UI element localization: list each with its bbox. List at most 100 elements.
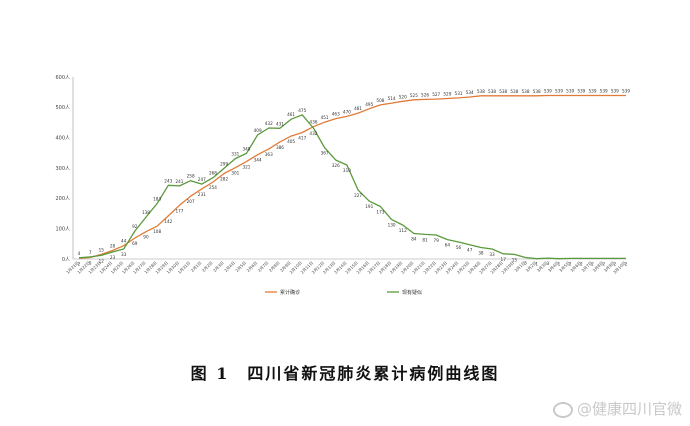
data-label-confirmed: 386 [276,145,284,150]
data-label-confirmed: 539 [577,89,585,94]
data-label-confirmed: 344 [254,158,262,163]
data-label-suspected: 2 [625,261,628,266]
data-label-confirmed: 177 [175,208,183,213]
data-label-suspected: 2 [602,261,605,266]
data-label-suspected: 12 [99,258,105,263]
data-label-confirmed: 526 [421,92,429,97]
data-label-suspected: 138 [142,210,150,215]
x-tick-labels: 1月21日1月22日1月23日1月24日1月25日1月26日1月27日1月28日… [65,260,627,275]
data-label-suspected: 2 [614,261,617,266]
data-label-suspected: 243 [164,178,172,183]
data-label-suspected: 432 [309,131,317,136]
data-label-confirmed: 231 [198,192,206,197]
data-label-suspected: 33 [489,252,495,257]
x-tick-label: 2月1日 [190,260,203,273]
data-label-suspected: 247 [198,177,206,182]
x-tick-label: 2月5日 [234,260,247,273]
x-tick-label: 2月2日 [201,260,214,273]
legend: 累计确诊 现有疑似 [265,289,422,296]
data-label-suspected: 431 [276,121,284,126]
data-label-suspected: 7 [89,250,92,255]
x-tick-label: 2月4日 [223,260,236,273]
data-label-confirmed: 15 [99,247,105,252]
data-label-suspected: 64 [445,243,451,248]
data-label-confirmed: 520 [399,94,407,99]
legend-label-confirmed: 累计确诊 [280,289,300,296]
y-tick-label: 200人 [55,196,70,202]
data-label-suspected: 130 [388,223,396,228]
data-label-confirmed: 451 [321,115,329,120]
data-label-suspected: 2 [580,261,583,266]
data-label-suspected: 241 [175,179,183,184]
data-label-suspected: 92 [132,224,138,229]
data-label-suspected: 299 [220,161,228,166]
data-label-confirmed: 2 [78,261,81,266]
watermark: @健康四川官微 [552,398,682,419]
y-tick-label: 500人 [55,105,70,111]
data-label-suspected: 331 [231,152,239,157]
data-label-suspected: 84 [411,237,417,242]
data-label-suspected: 81 [422,237,428,242]
data-label-suspected: 1 [558,262,561,267]
data-label-confirmed: 436 [309,120,317,125]
data-label-confirmed: 527 [432,92,440,97]
data-label-suspected: 475 [298,108,306,113]
data-label-suspected: 310 [343,168,351,173]
data-label-confirmed: 405 [287,139,295,144]
data-label-suspected: 227 [354,193,362,198]
data-label-confirmed: 538 [488,89,496,94]
data-label-confirmed: 470 [343,109,351,114]
data-label-confirmed: 514 [388,96,396,101]
y-tick-label: 600人 [55,75,70,81]
data-label-confirmed: 321 [242,165,250,170]
data-label-suspected: 33 [121,252,127,257]
series-line-suspected [78,114,626,260]
figure-number: 图 1 [190,364,230,383]
data-label-suspected: 1 [535,262,538,267]
series-lines [78,94,626,260]
data-label-confirmed: 531 [455,91,463,96]
data-label-confirmed: 539 [622,89,630,94]
data-label-confirmed: 539 [589,89,597,94]
data-label-suspected: 23 [110,255,116,260]
legend-label-suspected: 现有疑似 [402,289,422,296]
y-tick-label: 300人 [55,166,70,172]
data-label-confirmed: 539 [611,89,619,94]
data-label-confirmed: 417 [298,136,306,141]
x-tick-label: 2月7日 [257,260,270,273]
data-label-suspected: 79 [434,238,440,243]
y-tick-label: 0人 [62,257,70,263]
data-label-confirmed: 538 [477,89,485,94]
y-tick-labels: 0人 100人 200人 300人 400人 500人 600人 [55,75,70,263]
data-label-confirmed: 539 [600,89,608,94]
data-label-suspected: 47 [467,248,473,253]
data-label-confirmed: 108 [153,229,161,234]
figure-title: 四川省新冠肺炎累计病例曲线图 [247,364,500,383]
data-label-confirmed: 539 [544,89,552,94]
data-label-suspected: 432 [265,121,273,126]
data-label-suspected: 409 [254,128,262,133]
data-label-confirmed: 539 [555,89,563,94]
data-label-suspected: 326 [332,163,340,168]
data-label-suspected: 4 [78,251,81,256]
data-label-confirmed: 495 [365,102,373,107]
data-label-suspected: 15 [512,257,518,262]
data-label-confirmed: 254 [209,185,217,190]
data-label-suspected: 348 [242,146,250,151]
data-label-confirmed: 282 [220,176,228,181]
data-label-confirmed: 534 [466,90,474,95]
data-label-confirmed: 481 [354,106,362,111]
figure-caption: 图 1 四川省新冠肺炎累计病例曲线图 [0,360,690,384]
data-label-confirmed: 538 [522,89,530,94]
x-tick-label: 2月6日 [246,260,259,273]
data-label-confirmed: 525 [410,93,418,98]
y-tick-label: 100人 [55,226,70,232]
data-label-suspected: 258 [187,174,195,179]
x-tick-label: 1月31日 [177,260,192,275]
data-label-suspected: 17 [501,257,507,262]
data-label-confirmed: 538 [533,89,541,94]
weibo-logo-icon [552,401,573,418]
data-label-confirmed: 44 [121,239,127,244]
data-label-confirmed: 529 [443,92,451,97]
